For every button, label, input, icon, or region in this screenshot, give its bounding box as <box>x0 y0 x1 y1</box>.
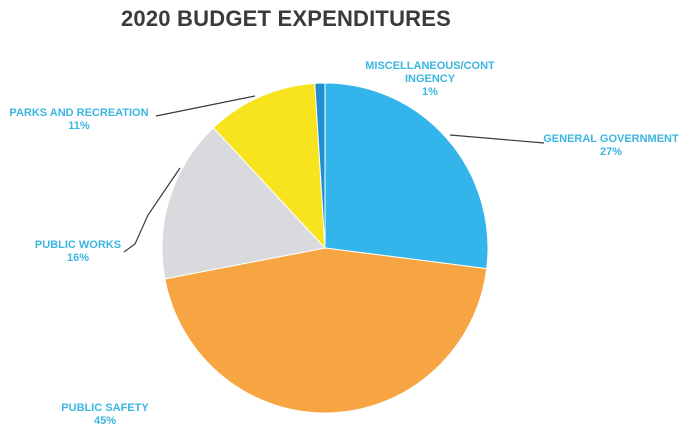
label-parks-recreation-value: 11% <box>68 120 90 132</box>
pie-slice-public-works <box>161 127 326 280</box>
label-miscellaneous-line2: INGENCY <box>404 73 456 85</box>
label-public-safety-name: PUBLIC SAFETY <box>61 402 149 414</box>
pie-slice-miscellaneous <box>314 82 326 249</box>
label-public-works: PUBLIC WORKS 16% <box>18 239 138 265</box>
label-parks-recreation: PARKS AND RECREATION 11% <box>0 107 158 133</box>
label-miscellaneous-value: 1% <box>422 86 438 98</box>
label-general-government: GENERAL GOVERNMENT 27% <box>536 133 686 159</box>
leader-public-works <box>123 167 181 253</box>
label-miscellaneous: MISCELLANEOUS/CONT INGENCY 1% <box>350 60 510 99</box>
leader-parks-recreation <box>155 95 256 117</box>
chart-title: 2020 BUDGET EXPENDITURES <box>121 6 451 31</box>
pie-slice-public-safety <box>164 247 488 414</box>
label-public-safety: PUBLIC SAFETY 45% <box>40 402 170 428</box>
pie-slice-general-government <box>324 82 489 270</box>
leader-general-government <box>449 134 545 144</box>
label-public-safety-value: 45% <box>93 415 117 427</box>
label-public-works-name: PUBLIC WORKS <box>34 239 122 251</box>
label-miscellaneous-line1: MISCELLANEOUS/CONT <box>365 60 495 72</box>
label-parks-recreation-name: PARKS AND RECREATION <box>9 107 149 119</box>
label-general-government-value: 27% <box>599 146 623 158</box>
label-public-works-value: 16% <box>66 252 90 264</box>
label-general-government-name: GENERAL GOVERNMENT <box>543 133 679 145</box>
pie-slice-parks-recreation <box>212 82 326 250</box>
